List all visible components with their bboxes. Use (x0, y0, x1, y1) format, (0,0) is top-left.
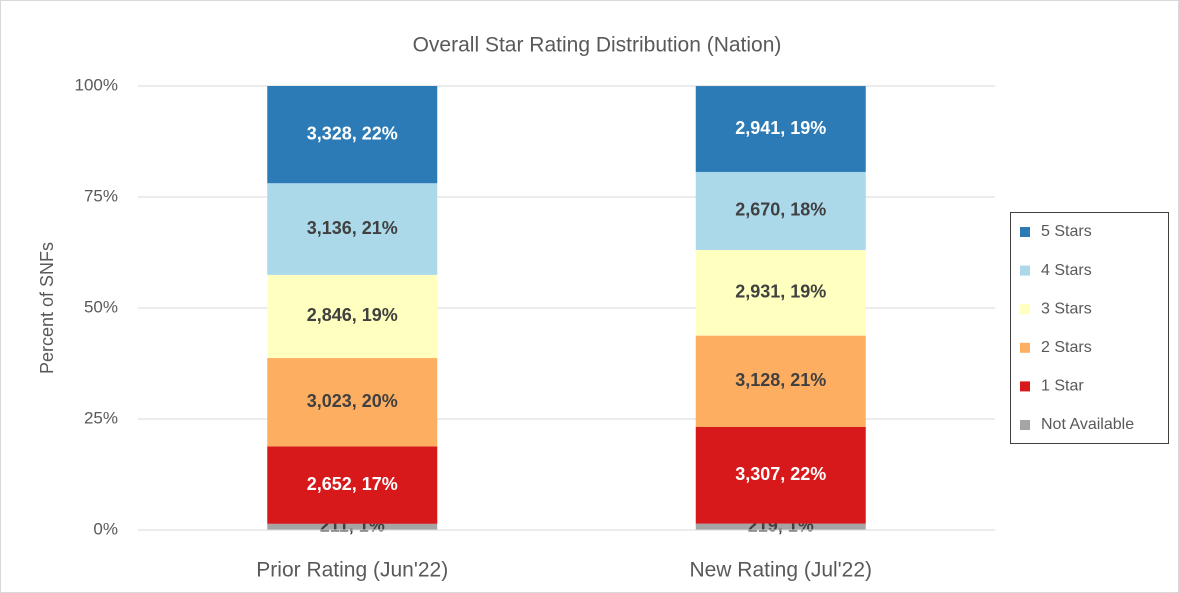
bar-segment (267, 274, 438, 359)
data-label: 2,846, 19% (307, 305, 398, 325)
y-tick-label: 75% (84, 186, 118, 205)
data-label: 2,652, 17% (307, 474, 398, 494)
bar-segment (267, 358, 438, 447)
data-label: 3,307, 22% (735, 464, 826, 484)
bar-segment (267, 446, 438, 524)
bar-segment (267, 86, 438, 184)
y-tick-label: 25% (84, 408, 118, 427)
legend-label: 3 Stars (1041, 300, 1092, 317)
bar-segment (695, 523, 866, 530)
data-label: 2,941, 19% (735, 118, 826, 138)
legend-label: 2 Stars (1041, 339, 1092, 356)
legend-label: Not Available (1041, 416, 1134, 433)
bar-segment (695, 86, 866, 172)
legend-label: 4 Stars (1041, 262, 1092, 279)
x-tick-label: Prior Rating (Jun'22) (256, 559, 448, 582)
y-tick-label: 50% (84, 297, 118, 316)
chart-title: Overall Star Rating Distribution (Nation… (413, 34, 782, 57)
y-axis-label: Percent of SNFs (37, 242, 57, 374)
legend-swatch (1020, 304, 1030, 315)
y-tick-label: 0% (93, 519, 118, 538)
data-label: 3,328, 22% (307, 123, 398, 143)
bar-segment (695, 426, 866, 524)
bar-segment (695, 249, 866, 336)
legend-swatch (1020, 420, 1030, 430)
legend-swatch (1020, 227, 1030, 237)
y-tick-label: 100% (75, 75, 118, 94)
bar-segment (695, 335, 866, 427)
legend-box (1010, 212, 1169, 444)
data-label: 2,931, 19% (735, 282, 826, 302)
bar-segment (267, 523, 438, 530)
bar-segment (695, 171, 866, 250)
legend-label: 5 Stars (1041, 223, 1092, 240)
x-tick-label: New Rating (Jul'22) (689, 559, 872, 582)
data-label: 2,670, 18% (735, 200, 826, 220)
bar-segment (267, 183, 438, 275)
data-label: 3,023, 20% (307, 391, 398, 411)
data-label: 3,136, 21% (307, 218, 398, 238)
legend-label: 1 Star (1041, 378, 1084, 395)
data-label: 3,128, 21% (735, 370, 826, 390)
legend-swatch (1020, 342, 1030, 353)
legend-swatch (1020, 381, 1030, 392)
legend-swatch (1020, 265, 1030, 276)
